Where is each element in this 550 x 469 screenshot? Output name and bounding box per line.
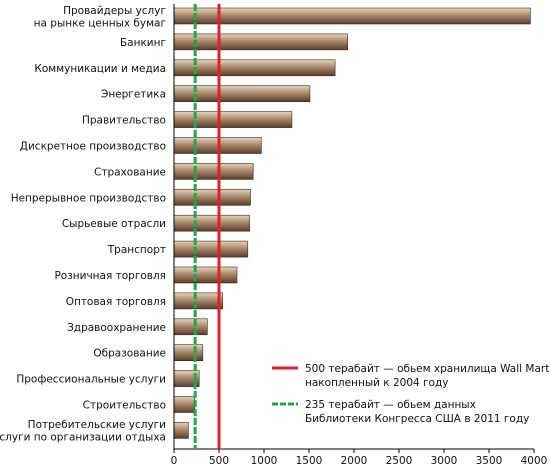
- category-label: Сырьевые отрасли: [62, 218, 166, 230]
- category-label: Оптовая торговля: [66, 296, 166, 308]
- category-label-line: Сырьевые отрасли: [62, 218, 166, 230]
- bar: [173, 318, 208, 336]
- category-label-line: Коммуникации и медиа: [34, 63, 166, 75]
- reference-lines: [193, 4, 221, 449]
- x-tick-label: 3500: [476, 455, 503, 467]
- category-label: Непрерывное производство: [11, 192, 166, 204]
- x-tick-label: 500: [209, 455, 229, 467]
- category-label: Потребительские услуги и услуги по органи…: [0, 419, 166, 444]
- x-axis: 0 500 1000 1500 2000 2500 3000 3500 4000: [171, 4, 548, 467]
- bar: [173, 396, 196, 413]
- legend-label: 500 терабайт — обьем хранилища Wall Mart…: [305, 363, 550, 389]
- category-label: Правительство: [82, 115, 166, 127]
- category-label-line: Транспорт: [107, 244, 166, 256]
- category-label-line: и услуги по организации отдыха: [0, 432, 166, 444]
- legend-label-line: 500 терабайт — обьем хранилища Wall Mart…: [305, 363, 550, 375]
- legend-label: 235 терабайт — обьем данных Библиотеки Ко…: [305, 399, 529, 425]
- category-label: Страхование: [94, 166, 166, 178]
- category-label-line: Страхование: [94, 166, 166, 178]
- x-tick-label: 1000: [251, 455, 278, 467]
- category-label: Здравоохранение: [67, 322, 166, 334]
- category-label: Энергетика: [101, 89, 166, 101]
- x-tick-label: 1500: [296, 455, 323, 467]
- category-label: Банкинг: [120, 37, 166, 49]
- bar: [173, 240, 249, 258]
- category-label: Транспорт: [107, 244, 166, 256]
- category-label: Строительство: [83, 400, 166, 412]
- category-label: Образование: [93, 348, 166, 360]
- category-label-line: Провайдеры услуг: [63, 5, 166, 17]
- category-label-line: Строительство: [83, 400, 166, 412]
- bar: [173, 189, 251, 206]
- legend-label-line: 235 терабайт — обьем данных: [305, 399, 476, 411]
- category-label-line: Профессиональные услуги: [16, 374, 166, 386]
- category-label-line: Правительство: [82, 115, 166, 127]
- bar: [173, 7, 531, 25]
- x-tick-label: 2500: [386, 455, 413, 467]
- bar: [173, 292, 223, 310]
- x-tick-label: 4000: [521, 455, 548, 467]
- category-label-line: Потребительские услуги: [28, 419, 166, 431]
- category-label: Профессиональные услуги: [16, 374, 166, 386]
- category-label: Провайдеры услуг на рынке ценных бумаг: [34, 5, 166, 30]
- category-label-line: Энергетика: [101, 89, 166, 101]
- category-label-line: Здравоохранение: [67, 322, 166, 334]
- bar: [173, 163, 254, 180]
- legend: 500 терабайт — обьем хранилища Wall Mart…: [272, 363, 550, 425]
- category-label-line: Непрерывное производство: [11, 192, 166, 204]
- category-label-line: на рынке ценных бумаг: [34, 17, 166, 29]
- category-labels: Провайдеры услуг на рынке ценных бумаг Бан…: [0, 5, 166, 444]
- category-label: Дискретное производство: [20, 141, 166, 153]
- legend-label-line: Библиотеки Конгресса США в 2011 году: [305, 413, 529, 425]
- category-label: Розничная торговля: [54, 270, 166, 282]
- category-label-line: Розничная торговля: [54, 270, 166, 282]
- legend-label-line: накопленный к 2004 году: [305, 377, 448, 389]
- x-tick-label: 0: [171, 455, 178, 467]
- bar: [173, 59, 336, 77]
- x-tick-label: 3000: [431, 455, 458, 467]
- x-tick-label: 2000: [341, 455, 368, 467]
- category-label: Коммуникации и медиа: [34, 63, 166, 75]
- bar: [173, 266, 238, 284]
- bar: [173, 214, 250, 232]
- bar: [173, 111, 293, 128]
- category-label-line: Оптовая торговля: [66, 296, 166, 308]
- category-label-line: Образование: [93, 348, 166, 360]
- bar: [173, 344, 204, 362]
- bar: [173, 422, 189, 439]
- bar: [173, 33, 348, 51]
- category-label-line: Дискретное производство: [20, 141, 166, 153]
- category-label-line: Банкинг: [120, 37, 166, 49]
